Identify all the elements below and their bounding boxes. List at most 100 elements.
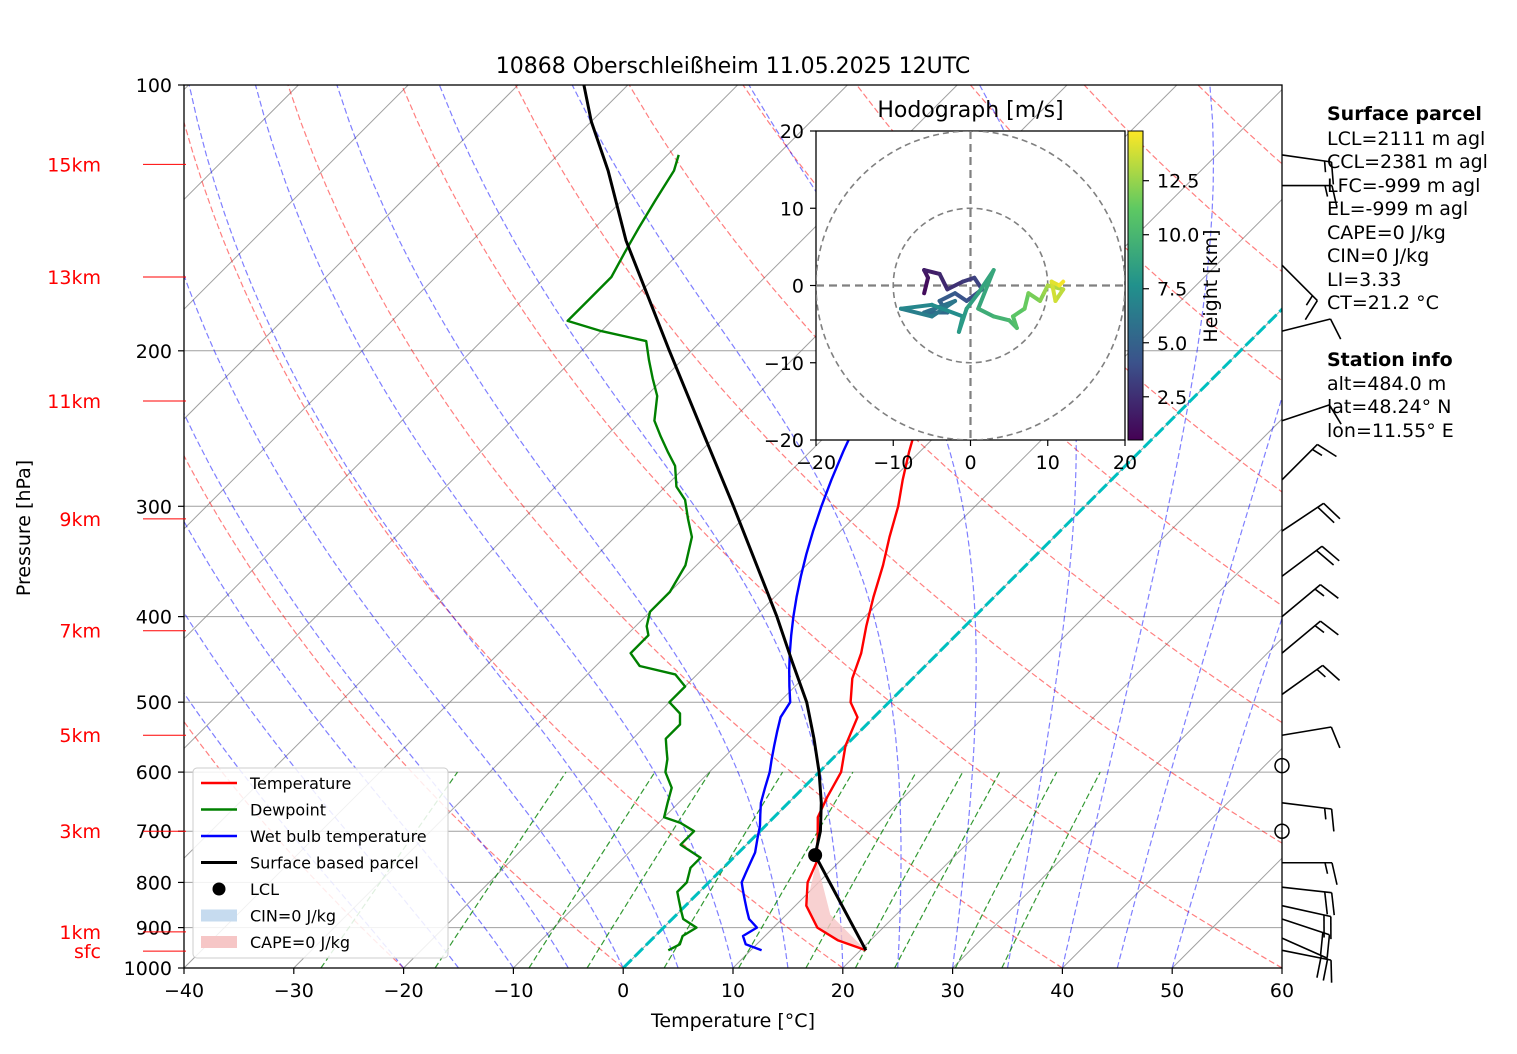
hodograph-segment — [960, 275, 977, 284]
hodograph-segment — [929, 302, 965, 319]
legend-swatch — [201, 936, 237, 948]
legend-label: CAPE=0 J/kg — [250, 933, 350, 952]
x-tick-label: 50 — [1160, 980, 1184, 1002]
isotherm — [1062, 747, 1282, 968]
dewpoint-trace — [566, 154, 702, 952]
colorbar — [1127, 130, 1144, 441]
wind-barb-staff — [1281, 886, 1332, 894]
parcel-trace — [582, 85, 868, 952]
legend-swatch — [212, 882, 226, 896]
mixing-ratio-line — [954, 771, 1058, 968]
cape-shading — [806, 855, 866, 951]
moist-adiabat — [438, 85, 844, 968]
x-tick-label: −40 — [164, 980, 204, 1002]
hodograph-segment — [937, 271, 950, 292]
wind-barb-half-flag — [1323, 808, 1327, 820]
surface-parcel-lfc: LFC=-999 m agl — [1327, 175, 1481, 197]
hodograph-y-tick-label: 20 — [780, 121, 804, 143]
moist-adiabat — [254, 85, 734, 968]
hodograph-y-tick-label: −10 — [764, 353, 804, 375]
axes-layer: −40 −30 −20 −10 0 10 20 30 40 50 60100200300400500… — [124, 75, 1294, 1002]
hodograph-segment — [964, 291, 981, 311]
x-tick-label: 40 — [1050, 980, 1074, 1002]
moist-adiabat — [184, 520, 514, 968]
mixing-ratio-line — [528, 771, 656, 968]
legend-label: CIN=0 J/kg — [250, 907, 336, 926]
wind-barb-staff — [1281, 726, 1332, 737]
x-tick-label: 10 — [721, 980, 745, 1002]
x-tick-label: −30 — [274, 980, 314, 1002]
legend-label: LCL — [250, 880, 279, 899]
wind-barb-flag — [1319, 932, 1324, 956]
wind-barb-half-flag — [1316, 668, 1326, 678]
wind-barb-flag — [1331, 185, 1338, 208]
colorbar-label: Height [km] — [1200, 229, 1222, 342]
station-altitude: alt=484.0 m — [1327, 373, 1447, 395]
isotherm — [184, 85, 738, 640]
hodograph-segment — [937, 291, 958, 303]
hodograph-segment — [898, 302, 934, 311]
hodograph-segment — [976, 268, 996, 311]
wind-barb-half-flag — [1323, 160, 1327, 173]
hodograph-segment — [956, 306, 969, 334]
moist-adiabat — [188, 85, 679, 968]
hodograph-x-tick-label: 10 — [1036, 452, 1060, 474]
isotherm — [184, 85, 519, 420]
wind-barb-flag — [1323, 891, 1329, 915]
wind-barb-staff — [1281, 664, 1324, 696]
legend-swatch — [201, 909, 237, 922]
hodograph-y-tick-label: 0 — [792, 276, 804, 298]
moist-adiabat — [1116, 395, 1282, 968]
wind-barb-staff — [1281, 318, 1331, 332]
hodograph-x-tick-label: −20 — [796, 452, 836, 474]
wind-barb-flag — [1331, 862, 1338, 885]
isotherm — [184, 85, 848, 750]
wind-barb-flag — [1315, 549, 1335, 566]
hodograph-title: Hodograph [m/s] — [877, 98, 1063, 123]
hodograph-segment — [1022, 291, 1031, 311]
hodograph-segment — [1049, 279, 1058, 303]
freezing-line — [622, 307, 1282, 968]
legend-label: Dewpoint — [250, 801, 326, 820]
hodograph: −20−20 −10 −10 0 0 10 10 20 20 Hodograph [m/s] 2.5… — [764, 98, 1222, 474]
hodograph-segment — [1010, 306, 1027, 319]
mixing-ratio-line — [894, 771, 1001, 968]
wind-barb-staff — [1281, 918, 1330, 936]
wind-barb-staff — [1281, 545, 1323, 577]
wind-barb-staff — [1281, 620, 1321, 654]
surface-parcel-ct: CT=21.2 °C — [1327, 292, 1439, 314]
surface-parcel-cape: CAPE=0 J/kg — [1327, 222, 1446, 244]
hodograph-segment — [991, 314, 1012, 323]
mixing-ratio-line — [586, 771, 711, 968]
y-tick-label: 800 — [136, 872, 172, 894]
wind-barb-staff — [1281, 583, 1321, 618]
wind-barb-flag — [1326, 934, 1331, 958]
hodograph-segment — [1045, 283, 1066, 292]
y-axis-label: Pressure [hPa] — [13, 460, 35, 596]
wind-barb-half-flag — [1314, 625, 1325, 634]
colorbar-tick-label: 7.5 — [1157, 279, 1187, 301]
mixing-ratio-line — [805, 771, 917, 968]
wind-barb-half-flag — [1314, 588, 1325, 597]
station-info-title: Station info — [1327, 349, 1453, 371]
hodograph-segment — [922, 275, 931, 296]
hodograph-x-tick-label: −10 — [873, 452, 913, 474]
height-label: 9km — [59, 509, 101, 531]
isotherm — [732, 418, 1282, 968]
moist-adiabat — [571, 85, 902, 968]
wind-barb-flag — [1329, 318, 1342, 340]
hodograph-segment — [976, 306, 996, 319]
hodograph-segment — [1026, 291, 1043, 303]
wind-barb-half-flag — [1311, 448, 1323, 457]
height-label: 7km — [59, 621, 101, 643]
surface-parcel-ccl: CCL=2381 m agl — [1327, 151, 1488, 173]
wind-barb-flag — [1316, 955, 1323, 978]
grid-layer — [184, 85, 1282, 968]
wind-barb-flag — [1328, 404, 1342, 425]
wind-barb-flag — [1317, 506, 1335, 524]
wind-barb-flag — [1330, 726, 1341, 749]
height-label: 13km — [47, 267, 101, 289]
hodograph-segment — [1057, 279, 1066, 288]
